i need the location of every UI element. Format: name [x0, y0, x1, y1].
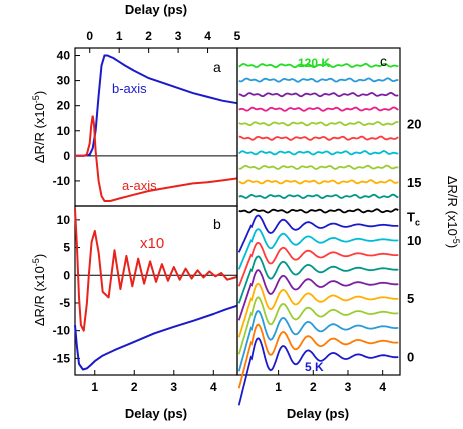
panel-c-x-ticks: 1 2 3 4: [275, 370, 386, 394]
y-tick-label: -10: [53, 174, 71, 188]
panel-c-temp-high: 120 K: [298, 56, 330, 70]
panel-c-frame: [236, 47, 401, 376]
trace-line: [238, 150, 399, 156]
series-line-blue: [74, 304, 238, 371]
y-tick-label: -15: [53, 351, 71, 365]
trace-line: [238, 120, 399, 127]
panel-b-series-label-x10: x10: [140, 235, 164, 252]
panel-a-x-ticks: 0 1 2 3 4 5: [86, 29, 241, 53]
x-tick-label: 4: [204, 29, 211, 43]
y-tick-label: 10: [57, 124, 71, 138]
x-tick-label: 4: [210, 380, 217, 394]
panel-b-y-ticks: -15 -10 -5 0 5 10: [53, 213, 80, 365]
x-tick-label: 1: [91, 380, 98, 394]
panel-c-ylabel: ΔR/R (x10-5): [445, 176, 461, 248]
x-tick-label: 2: [145, 29, 152, 43]
trace-line: [238, 91, 399, 98]
panel-c-letter: c: [380, 53, 387, 69]
panel-a-series-label-b: b-axis: [112, 81, 147, 96]
x-tick-label: 3: [170, 380, 177, 394]
trace-line: [237, 269, 399, 321]
right-axis-label: 5: [407, 291, 414, 306]
trace-line: [238, 208, 399, 214]
y-tick-label: -5: [59, 296, 70, 310]
x-tick-label: 5: [234, 29, 241, 43]
right-axis-label: 15: [407, 175, 421, 190]
x-tick-label: 1: [116, 29, 123, 43]
y-tick-label: 0: [63, 268, 70, 282]
series-line-a-axis: [75, 115, 238, 202]
left-ylabel-a: ΔR/R (x10-5): [31, 91, 47, 163]
panel-c: 1 2 3 4 20 15 Tc 10 5 0 120 K 5 K c Delay (ps) Δ…: [236, 47, 461, 421]
trace-line: [237, 309, 399, 372]
y-tick-label: -10: [53, 324, 71, 338]
x-tick-label: 2: [310, 380, 317, 394]
panel-a-y-ticks: -10 0 10 20 30 40: [53, 49, 80, 188]
trace-line: [238, 164, 399, 170]
x-tick-label: 0: [86, 29, 93, 43]
trace-line: [237, 228, 399, 270]
series-line-x10: [74, 208, 238, 332]
trace-line: [237, 282, 399, 338]
trace-line: [238, 193, 399, 200]
trace-line: [237, 214, 399, 253]
panel-b-letter: b: [213, 216, 221, 232]
panel-a-series-label-a: a-axis: [122, 178, 157, 193]
panel-a-xlabel: Delay (ps): [125, 2, 187, 17]
trace-line: [238, 106, 399, 112]
trace-line: [237, 337, 399, 406]
trace-line: [238, 77, 399, 83]
panel-c-temp-low: 5 K: [305, 360, 324, 374]
x-tick-label: 1: [275, 380, 282, 394]
panel-c-traces: [237, 62, 399, 406]
tc-subscript: c: [415, 218, 420, 228]
trace-line: [237, 241, 399, 287]
y-tick-label: 30: [57, 74, 71, 88]
panel-b-x-ticks: 1 2 3 4: [91, 370, 217, 394]
y-tick-label: 0: [63, 149, 70, 163]
right-axis-label: Tc: [407, 210, 420, 228]
y-tick-label: 5: [63, 241, 70, 255]
right-axis-label: 0: [407, 349, 414, 364]
y-tick-label: 20: [57, 99, 71, 113]
trace-line: [238, 179, 399, 185]
x-tick-label: 3: [345, 380, 352, 394]
y-tick-label: 10: [57, 213, 71, 227]
series-line-b-axis: [75, 54, 238, 157]
panel-a-series: [75, 54, 238, 202]
panel-a: 0 1 2 3 4 5 -10 0 10 20 30 40 b-axis a-axis a Dela…: [53, 2, 241, 207]
panel-a-letter: a: [213, 59, 221, 75]
trace-line: [237, 255, 399, 304]
trace-line: [238, 135, 399, 141]
panel-c-right-axis: 20 15 Tc 10 5 0: [407, 117, 421, 365]
right-axis-label: 20: [407, 117, 421, 132]
right-axis-label: 10: [407, 233, 421, 248]
x-tick-label: 3: [175, 29, 182, 43]
y-tick-label: 40: [57, 49, 71, 63]
panel-b-xlabel: Delay (ps): [125, 406, 187, 421]
left-ylabel-b: ΔR/R (x10-5): [31, 254, 47, 326]
panel-c-xlabel: Delay (ps): [287, 406, 349, 421]
trace-line: [237, 323, 399, 389]
panel-b-series: [74, 208, 238, 371]
x-tick-label: 2: [131, 380, 138, 394]
trace-line: [237, 296, 399, 355]
trace-line: [238, 62, 399, 69]
panel-b: 1 2 3 4 -15 -10 -5 0 5 10 x10 b Delay (ps): [53, 205, 238, 421]
x-tick-label: 4: [379, 380, 386, 394]
